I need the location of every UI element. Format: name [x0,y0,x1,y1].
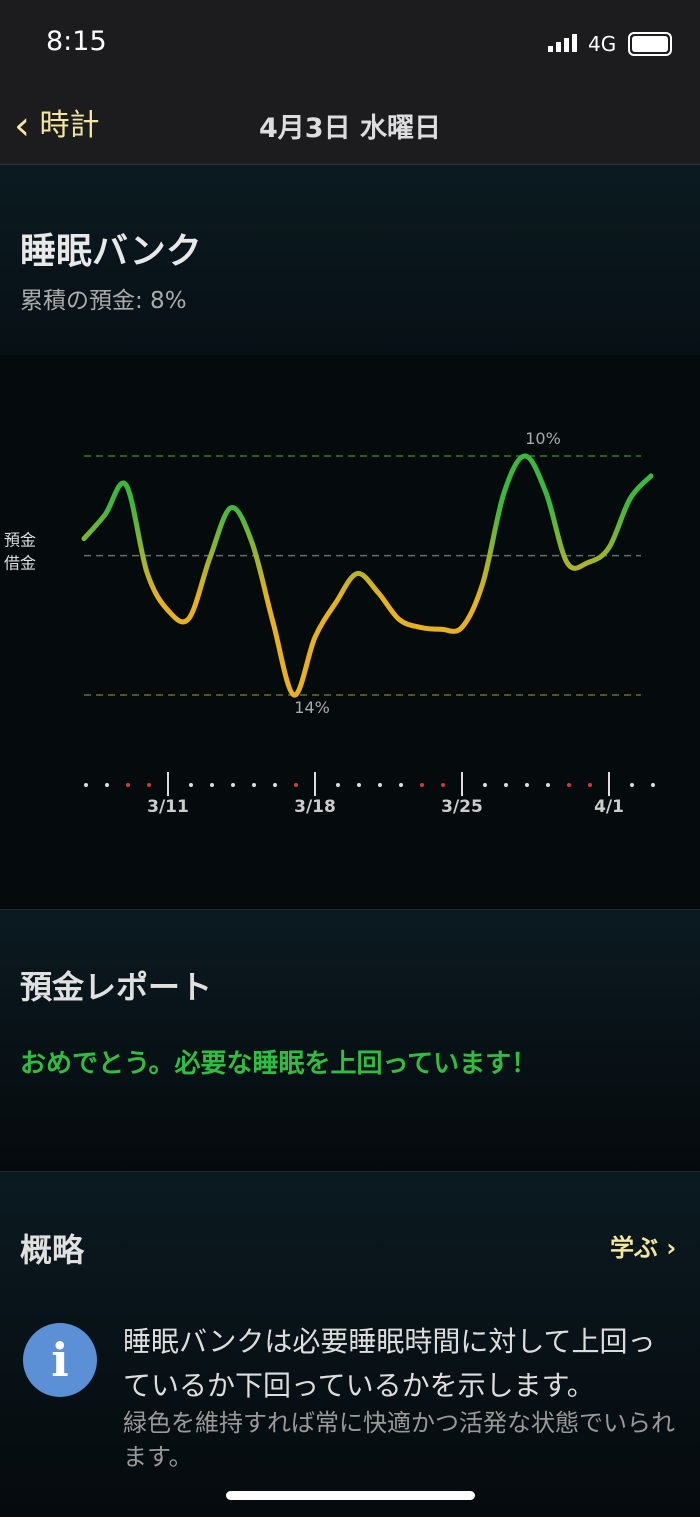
day-dot [126,783,130,787]
day-dot [420,783,424,787]
y-label: 借金 [4,554,36,573]
day-dot [189,783,193,787]
day-dot [84,783,88,787]
day-dot [336,783,340,787]
clock: 8:15 [46,26,107,57]
day-dot [105,783,109,787]
day-dot [399,783,403,787]
day-dot [630,783,634,787]
sleep-bank-line [81,453,654,698]
x-tick-label: 3/18 [294,797,336,817]
top-bar [0,0,700,165]
y-label: 預金 [4,531,36,550]
day-dot [294,783,298,787]
report-message: おめでとう。必要な睡眠を上回っています！ [20,1049,538,1079]
chart: 預金 借金 10% 14% 3/11 3/18 3/25 4/1 [4,429,655,817]
signal [548,34,580,52]
summary-section [0,1171,700,1517]
learn-link[interactable]: 学ぶ › [610,1234,677,1262]
day-dot [252,783,256,787]
day-dot [147,783,151,787]
day-dot [588,783,592,787]
back-label[interactable]: 時計 [39,108,100,143]
battery [628,32,672,56]
day-dot [525,783,529,787]
day-dot [651,783,655,787]
report-section [0,909,700,1172]
day-dot [357,783,361,787]
nav-title: 4月3日 水曜日 [259,113,441,144]
report-title: 預金レポート [20,968,213,1006]
day-dot [441,783,445,787]
section-title: 睡眠バンク [20,231,202,272]
x-tick-label: 4/1 [594,797,624,817]
back-button[interactable]: ‹ 時計 [14,103,100,149]
day-dot [546,783,550,787]
header-section [0,165,700,355]
network: 4G [588,32,617,56]
day-dot [483,783,487,787]
x-tick-label: 3/25 [441,797,483,817]
summary-text: 睡眠バンクは必要睡眠時間に対して上回っているか下回っているかを示します。 [123,1325,656,1402]
day-dot [378,783,382,787]
summary-title: 概略 [20,1231,85,1269]
day-dot [567,783,571,787]
info-icon: i [23,1323,97,1397]
day-dot [504,783,508,787]
summary-note: 緑色を維持すれば常に快適かつ活発な状態でいられます。 [123,1409,675,1471]
home-indicator [226,1491,475,1500]
day-dot [273,783,277,787]
day-dot [210,783,214,787]
annotation: 14% [294,698,330,717]
annotation: 10% [525,429,561,448]
day-dot [231,783,235,787]
subtitle: 累積の預金: 8% [20,288,187,314]
x-tick-label: 3/11 [147,797,189,817]
